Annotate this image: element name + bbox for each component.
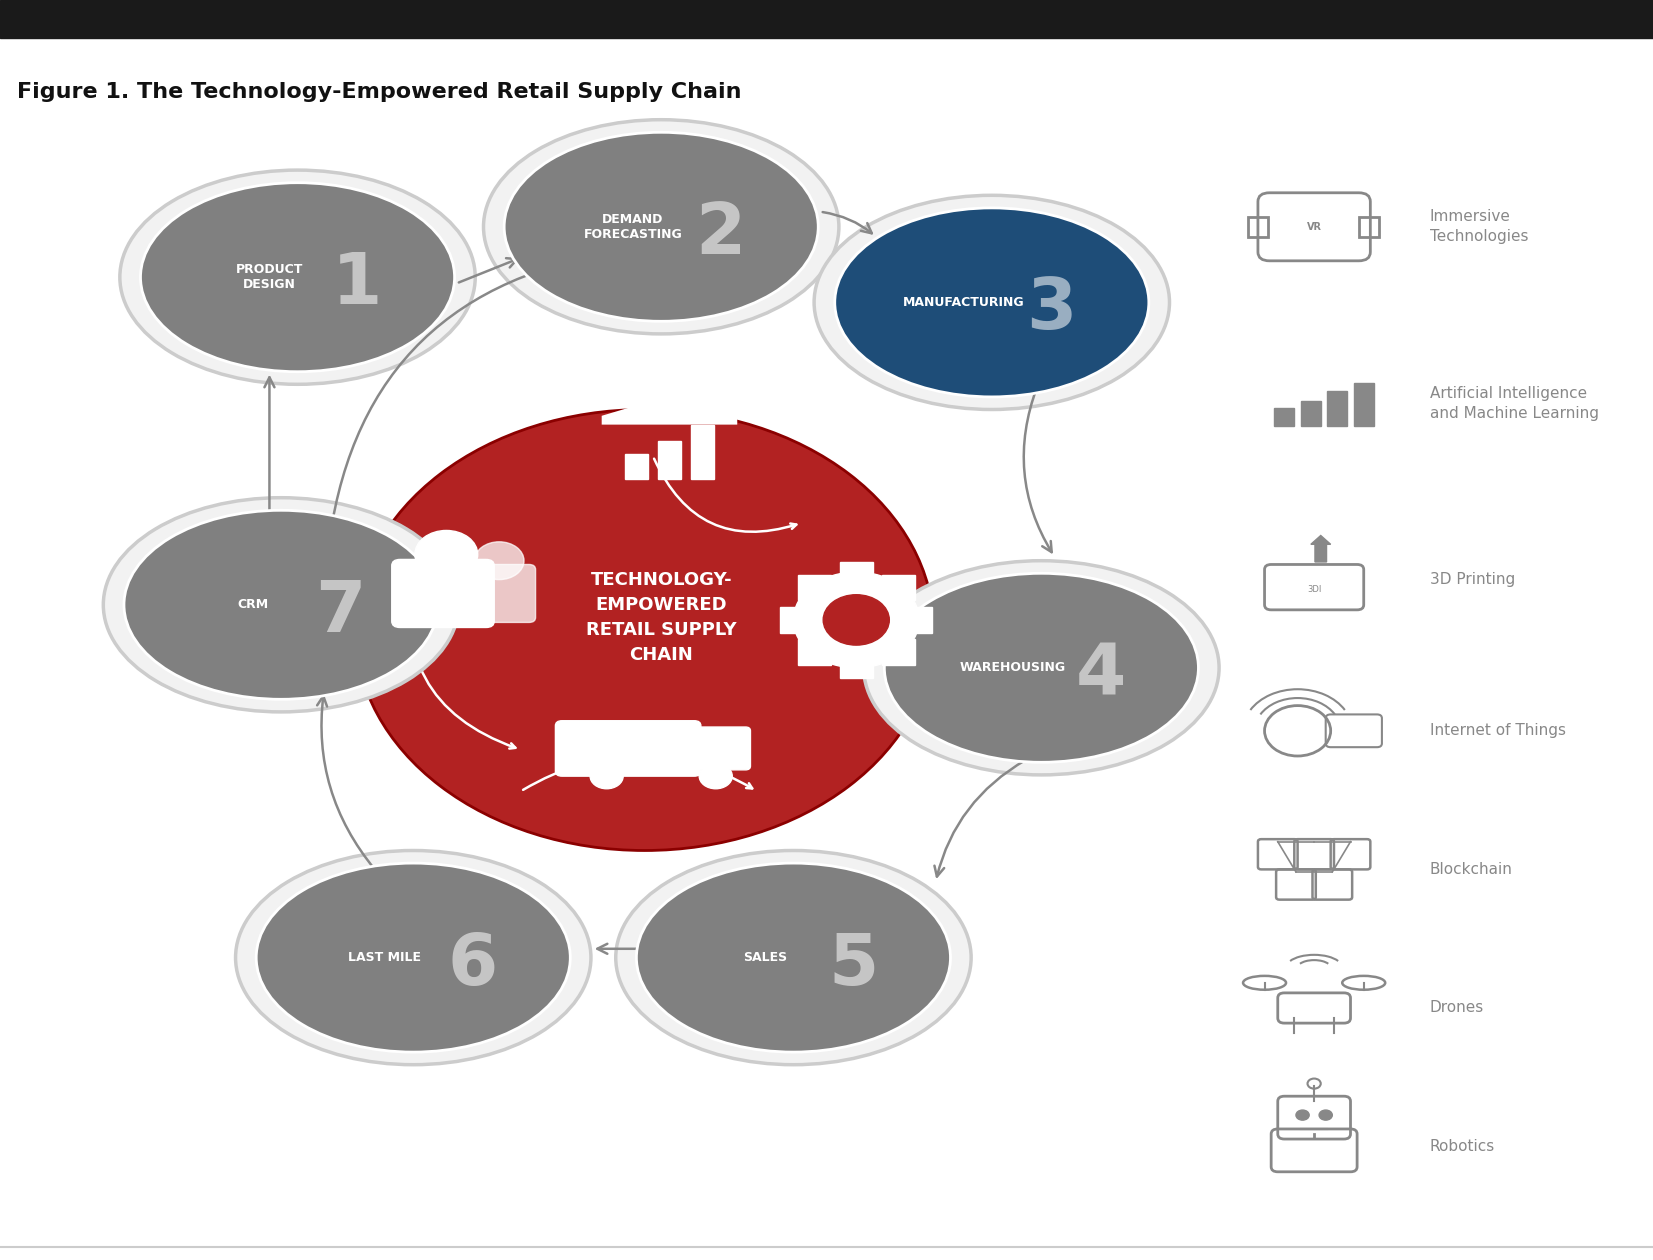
Ellipse shape — [104, 498, 460, 712]
Ellipse shape — [355, 410, 934, 850]
Ellipse shape — [835, 208, 1149, 397]
Text: 7: 7 — [316, 578, 365, 646]
Ellipse shape — [884, 573, 1198, 762]
Bar — [1327, 391, 1347, 426]
Circle shape — [823, 595, 889, 645]
Text: Robotics: Robotics — [1430, 1139, 1494, 1154]
Bar — [1248, 217, 1268, 237]
Ellipse shape — [504, 132, 818, 321]
Polygon shape — [602, 396, 737, 425]
Text: Immersive
Technologies: Immersive Technologies — [1430, 209, 1529, 244]
Bar — [780, 607, 813, 633]
Bar — [881, 576, 914, 601]
Text: Figure 1. The Technology-Empowered Retail Supply Chain: Figure 1. The Technology-Empowered Retai… — [17, 82, 741, 102]
Text: TECHNOLOGY-
EMPOWERED
RETAIL SUPPLY
CHAIN: TECHNOLOGY- EMPOWERED RETAIL SUPPLY CHAI… — [585, 571, 737, 664]
Text: 6: 6 — [448, 931, 498, 999]
Ellipse shape — [636, 863, 950, 1052]
FancyBboxPatch shape — [555, 721, 701, 776]
Text: 3D Printing: 3D Printing — [1430, 572, 1516, 587]
Circle shape — [699, 764, 732, 789]
Bar — [625, 454, 648, 479]
Text: 2: 2 — [696, 200, 746, 268]
Ellipse shape — [124, 510, 438, 699]
FancyBboxPatch shape — [460, 564, 536, 622]
Circle shape — [415, 530, 478, 578]
Circle shape — [1319, 1110, 1332, 1120]
FancyBboxPatch shape — [694, 727, 750, 770]
Text: 4: 4 — [1076, 641, 1126, 709]
Bar — [798, 576, 831, 601]
Ellipse shape — [256, 863, 570, 1052]
Bar — [0, 0, 1653, 38]
Circle shape — [590, 764, 623, 789]
Text: Drones: Drones — [1430, 1000, 1484, 1016]
Text: LAST MILE: LAST MILE — [349, 951, 422, 964]
Text: 1: 1 — [332, 251, 382, 319]
Ellipse shape — [615, 850, 970, 1065]
FancyBboxPatch shape — [392, 559, 494, 627]
Text: VR: VR — [1306, 222, 1322, 232]
Ellipse shape — [235, 850, 590, 1065]
Text: MANUFACTURING: MANUFACTURING — [903, 296, 1025, 309]
Bar — [658, 441, 681, 479]
Bar — [840, 653, 873, 678]
Ellipse shape — [121, 170, 476, 384]
Text: 3DI: 3DI — [1308, 585, 1321, 595]
Ellipse shape — [813, 195, 1169, 410]
Text: WAREHOUSING: WAREHOUSING — [960, 662, 1066, 674]
Text: 3: 3 — [1027, 276, 1076, 344]
Text: SALES: SALES — [744, 951, 787, 964]
Circle shape — [793, 572, 919, 668]
Bar — [899, 607, 932, 633]
Bar — [1274, 408, 1294, 426]
FancyArrow shape — [1311, 536, 1331, 562]
Ellipse shape — [483, 120, 838, 334]
Bar — [1359, 217, 1379, 237]
Ellipse shape — [863, 561, 1218, 775]
Ellipse shape — [141, 183, 455, 372]
Text: DEMAND
FORECASTING: DEMAND FORECASTING — [584, 213, 683, 241]
Text: 5: 5 — [828, 931, 878, 999]
Text: CRM: CRM — [236, 598, 268, 611]
Text: PRODUCT
DESIGN: PRODUCT DESIGN — [236, 263, 302, 291]
Bar — [881, 639, 914, 664]
Bar — [1354, 383, 1374, 426]
Bar — [691, 425, 714, 479]
Bar — [1301, 401, 1321, 426]
Bar — [840, 562, 873, 587]
Circle shape — [474, 542, 524, 580]
Circle shape — [1296, 1110, 1309, 1120]
Text: Blockchain: Blockchain — [1430, 862, 1512, 877]
Text: Artificial Intelligence
and Machine Learning: Artificial Intelligence and Machine Lear… — [1430, 386, 1598, 421]
Bar — [798, 639, 831, 664]
Text: Internet of Things: Internet of Things — [1430, 723, 1565, 738]
